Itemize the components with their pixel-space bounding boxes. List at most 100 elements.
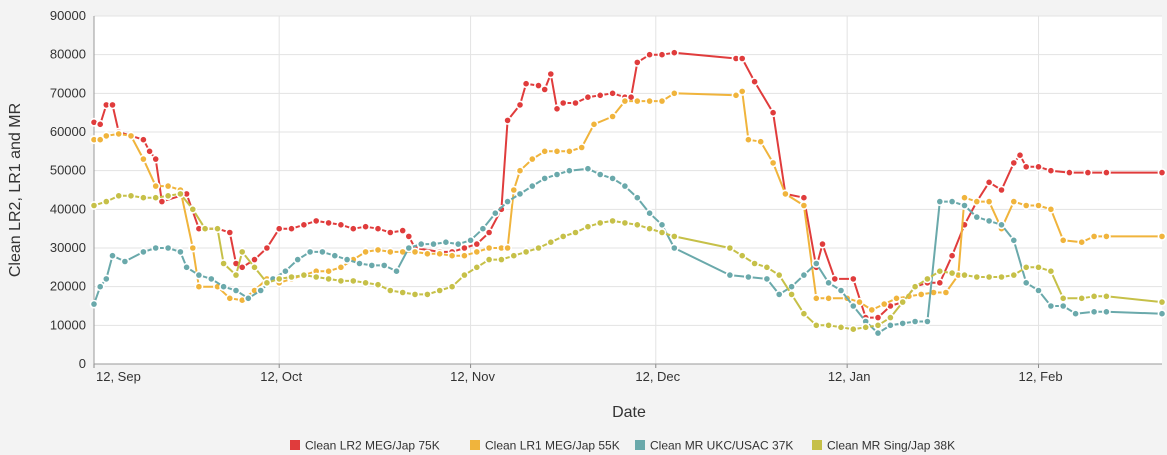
data-point [330,251,340,261]
x-axis-title: Date [612,404,646,421]
series-layer [89,48,1167,338]
y-tick-label: 60000 [50,124,86,139]
data-point [484,228,494,237]
data-point [898,318,908,328]
data-point [669,48,679,58]
data-point [250,262,259,272]
data-point [262,278,272,288]
data-point [379,260,389,270]
y-tick-label: 20000 [50,279,86,294]
data-point [972,197,982,206]
data-point [1089,307,1099,317]
data-point [589,119,599,129]
data-point [867,305,877,315]
data-point [737,251,747,261]
axes: 0 10000 20000 30000 40000 50000 60000 70000 8000… [50,8,1162,384]
data-point [756,137,766,147]
data-point [645,224,654,234]
data-point [459,270,469,280]
data-point [324,218,333,228]
legend-swatch [290,440,300,450]
data-point [972,272,982,282]
y-tick-label: 50000 [50,163,86,178]
legend-swatch [812,440,822,450]
x-tick-label: 12, Oct [260,369,302,384]
data-point [595,170,605,179]
data-point [620,181,630,191]
data-point [811,259,821,268]
y-tick-label: 10000 [50,317,86,332]
data-point [1034,262,1043,272]
x-tick-label: 12, Sep [96,369,141,384]
data-point [213,224,222,234]
data-point [848,324,858,334]
y-tick-label: 30000 [50,240,86,255]
data-point [305,247,315,257]
data-point [182,262,191,272]
data-point [873,313,883,322]
data-point [565,146,574,156]
data-point [472,262,482,272]
data-point [95,119,105,129]
data-point [348,224,358,234]
data-point [811,320,821,330]
data-point [762,274,772,284]
data-point [478,224,488,234]
data-point [669,88,679,98]
data-point [416,239,426,249]
data-point [422,289,432,299]
data-point [595,218,605,228]
data-point [1157,168,1167,177]
data-point [725,270,735,280]
data-point [595,90,605,100]
data-point [373,224,383,234]
data-point [348,276,358,286]
data-point [540,173,550,183]
data-point [355,259,364,268]
data-point [960,270,969,280]
data-point [361,278,370,288]
data-point [324,274,333,284]
data-point [657,220,667,230]
data-point [744,272,753,282]
data-point [151,243,161,253]
data-point [225,228,235,237]
data-point [855,297,864,307]
data-point [509,185,519,195]
data-point [194,282,204,292]
data-point [811,293,821,303]
data-point [324,266,333,276]
data-point [472,247,482,257]
data-point [886,313,895,322]
data-point [175,247,185,257]
data-point [225,293,235,303]
data-point [935,266,945,276]
data-point [552,104,562,114]
data-point [274,274,284,284]
data-point [583,164,593,174]
data-point [984,197,994,206]
data-point [1021,262,1031,272]
data-point [299,220,309,230]
legend: Clean LR2 MEG/Jap 75K Clean LR1 MEG/Jap 5… [290,439,955,453]
data-point [910,317,920,326]
data-point [503,197,512,206]
data-point [410,289,420,299]
data-point [774,289,784,299]
data-point [404,231,414,241]
data-point [861,322,871,332]
data-point [385,247,395,257]
data-point [836,322,846,332]
data-point [645,208,654,218]
data-point [799,201,809,210]
data-point [262,243,272,253]
data-point [669,243,679,253]
data-point [490,208,500,218]
data-point [984,177,994,187]
data-point [145,146,154,156]
data-point [1021,162,1031,172]
data-point [392,266,401,276]
data-point [997,185,1006,195]
data-point [496,204,506,214]
data-point [848,274,858,284]
